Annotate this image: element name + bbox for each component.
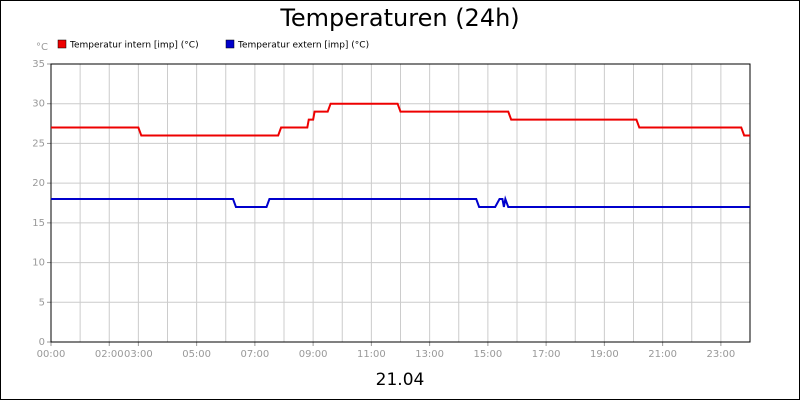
y-tick-label: 15	[32, 218, 45, 229]
chart-title: Temperaturen (24h)	[279, 4, 519, 32]
x-tick-label: 19:00	[590, 349, 619, 360]
x-tick-label: 15:00	[473, 349, 502, 360]
y-axis-label: °C	[36, 42, 48, 53]
x-tick-label: 23:00	[706, 349, 735, 360]
x-tick-label: 13:00	[415, 349, 444, 360]
y-tick-label: 5	[39, 297, 45, 308]
y-tick-label: 35	[32, 59, 45, 70]
x-tick-label: 17:00	[532, 349, 561, 360]
legend-swatch	[57, 39, 67, 49]
series-line	[51, 195, 750, 208]
x-tick-label: 03:00	[124, 349, 153, 360]
legend-label: Temperatur intern [imp] (°C)	[69, 41, 199, 51]
legend-swatch	[225, 39, 235, 49]
y-tick-label: 25	[32, 138, 45, 149]
y-tick-label: 20	[32, 178, 45, 189]
x-tick-label: 21:00	[648, 349, 677, 360]
x-tick-label: 11:00	[357, 349, 386, 360]
x-axis-label: 21.04	[376, 370, 425, 390]
plot-frame	[50, 63, 751, 343]
x-tick-label: 02:00	[95, 349, 124, 360]
y-tick-label: 10	[32, 258, 45, 269]
x-tick-label: 05:00	[182, 349, 211, 360]
legend-label: Temperatur extern [imp] (°C)	[237, 41, 369, 51]
y-tick-label: 30	[32, 99, 45, 110]
x-tick-label: 07:00	[240, 349, 269, 360]
series-line	[51, 102, 750, 137]
x-tick-label: 09:00	[299, 349, 328, 360]
y-tick-label: 0	[39, 337, 45, 348]
x-tick-label: 00:00	[37, 349, 66, 360]
